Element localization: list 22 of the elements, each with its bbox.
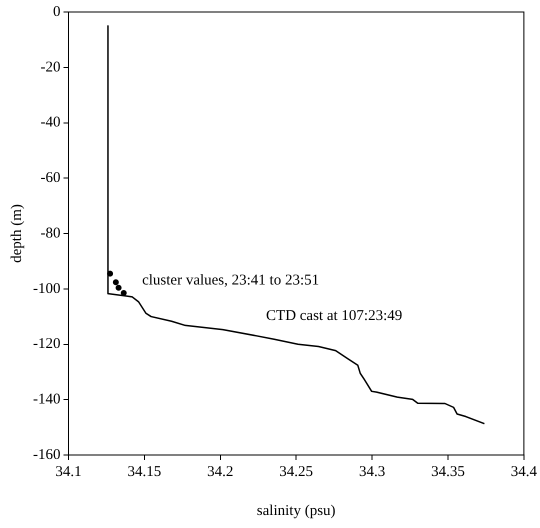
y-tick-label: -20: [40, 59, 60, 76]
y-tick-label: -120: [32, 336, 60, 352]
y-axis-title: depth (m): [8, 204, 25, 263]
x-tick-label: 34.35: [431, 464, 465, 480]
y-tick-label: -80: [40, 225, 60, 242]
x-tick-label: 34.2: [207, 464, 234, 480]
series-label: CTD cast at 107:23:49: [266, 308, 402, 324]
point: [116, 284, 122, 291]
series-label: cluster values, 23:41 to 23:51: [142, 272, 320, 289]
y-tick-label: -160: [32, 446, 60, 463]
y-tick-label: -40: [40, 114, 60, 131]
y-tick-label: 0: [52, 4, 60, 20]
x-tick-label: 34.25: [279, 464, 314, 480]
point: [112, 279, 119, 286]
y-tick-label: -100: [32, 280, 60, 297]
x-tick-label: 34.1: [55, 464, 82, 480]
y-tick-label: -140: [32, 392, 60, 408]
x-tick-label: 34.4: [510, 464, 538, 480]
y-tick-label: -60: [40, 170, 60, 186]
x-tick-label: 34.3: [358, 464, 386, 480]
x-axis-title: salinity (psu): [256, 502, 336, 519]
x-tick-label: 34.15: [128, 464, 162, 480]
